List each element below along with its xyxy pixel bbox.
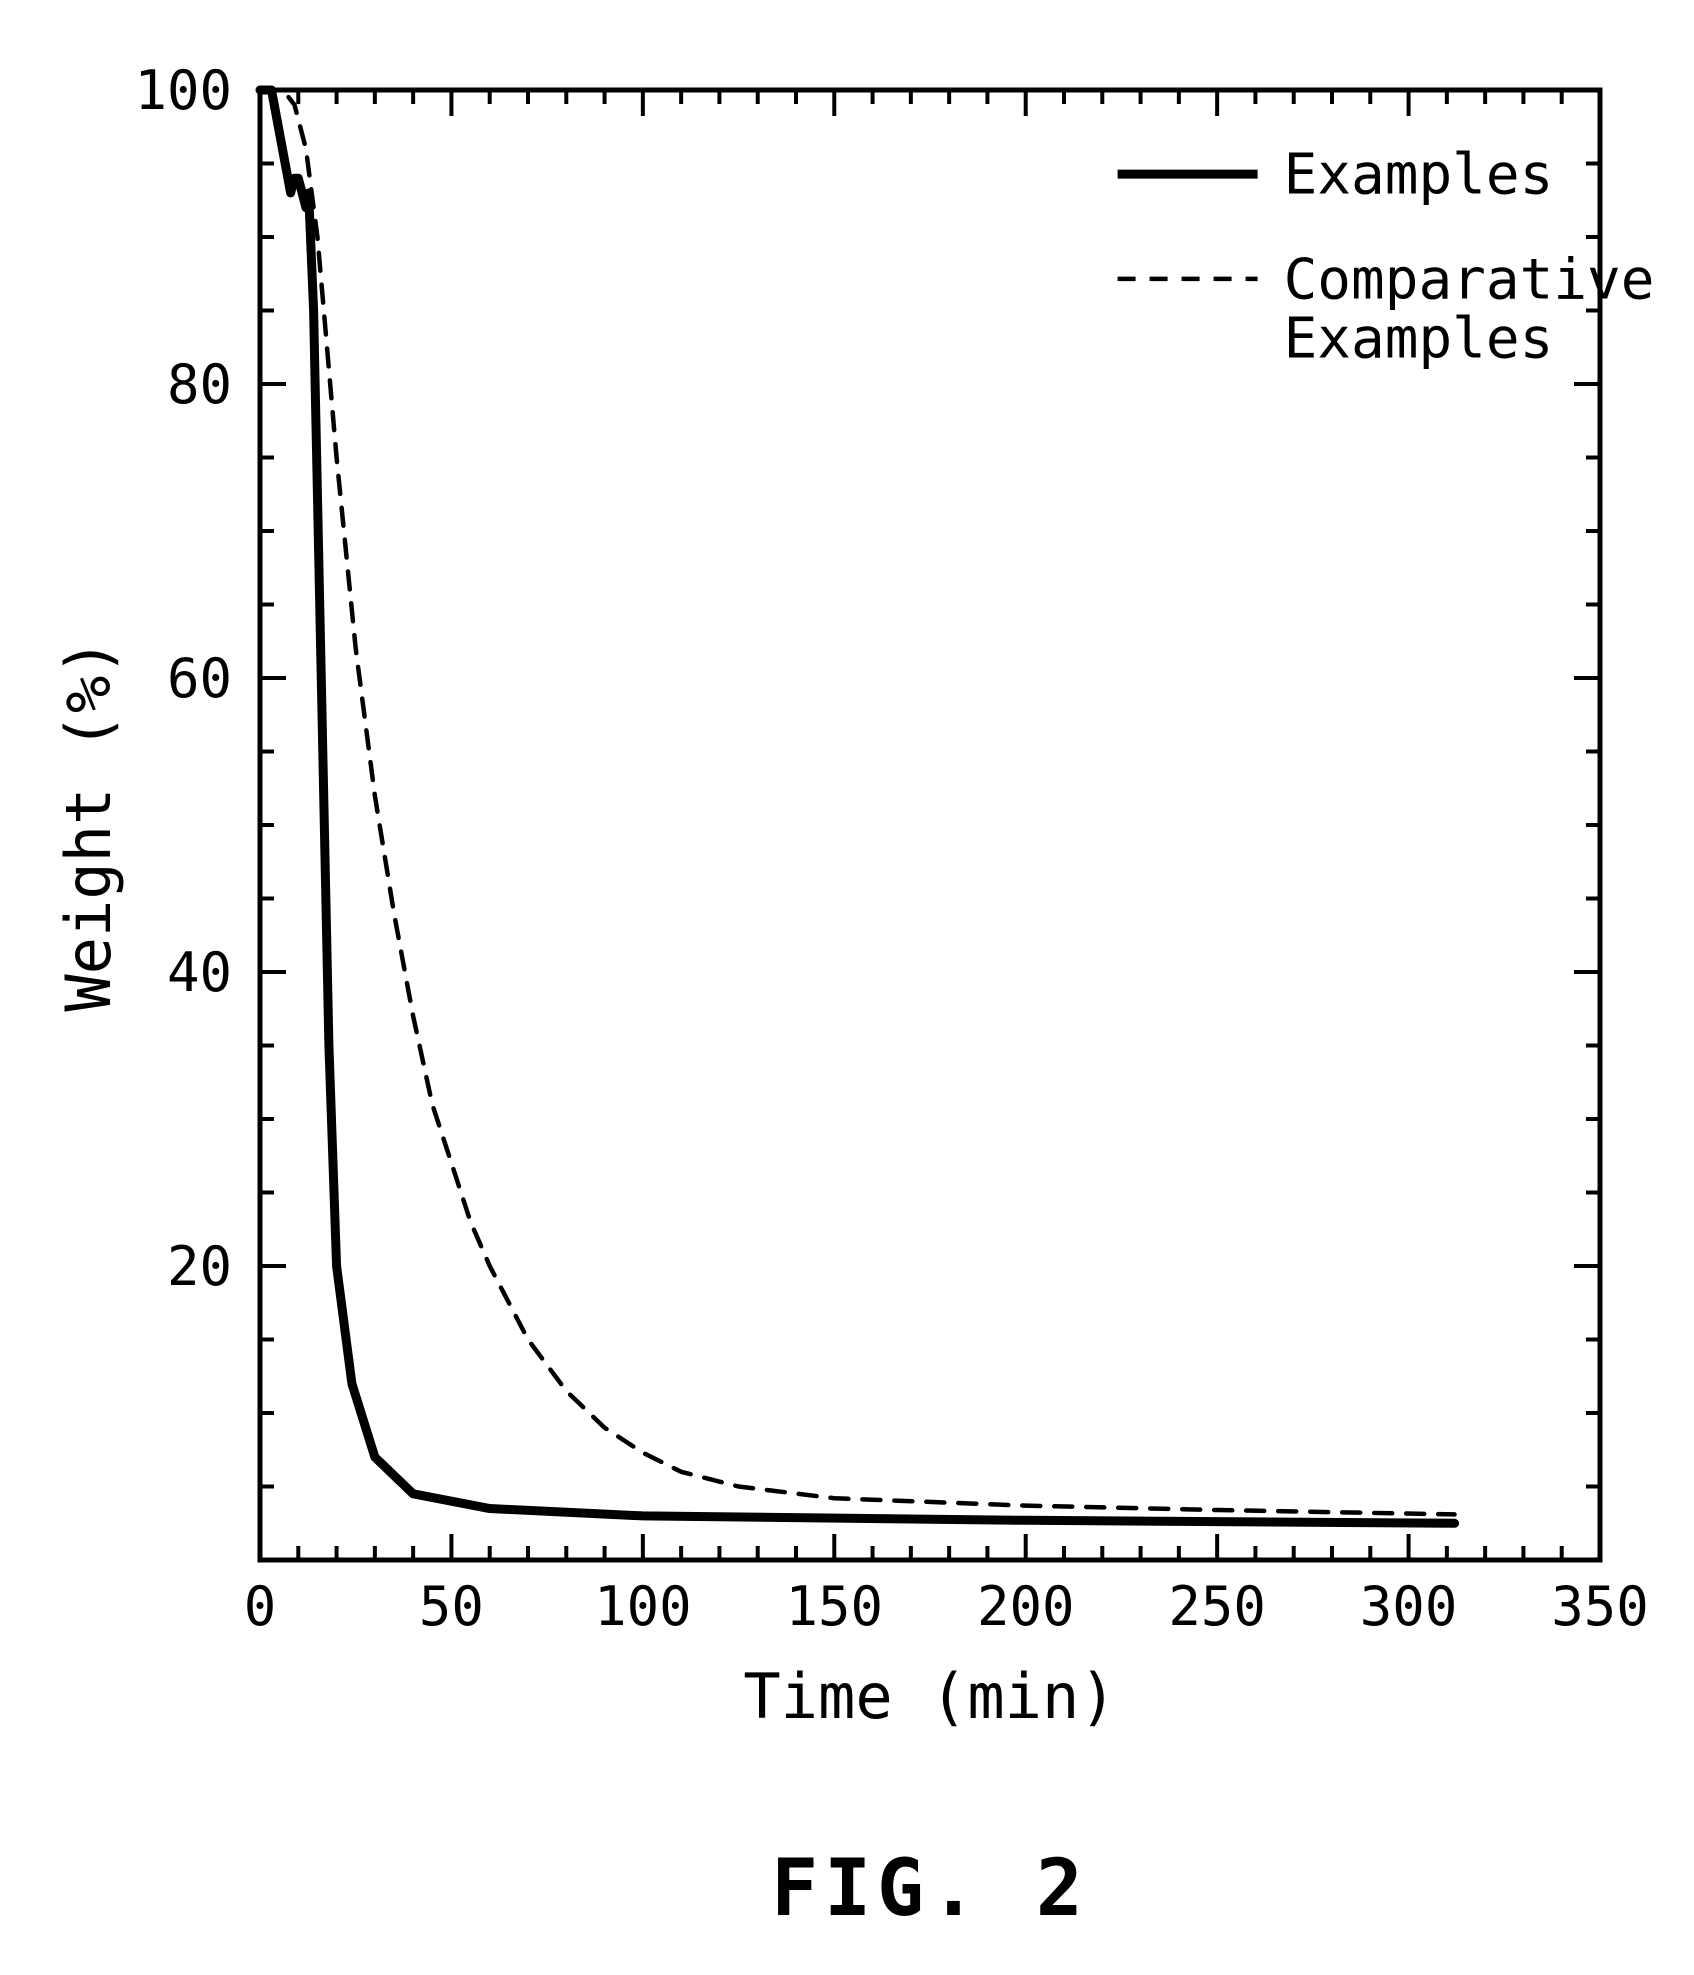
x-tick-label: 300 bbox=[1360, 1575, 1458, 1638]
x-axis-label: Time (min) bbox=[743, 1660, 1116, 1733]
x-tick-label: 100 bbox=[594, 1575, 692, 1638]
x-tick-label: 150 bbox=[786, 1575, 884, 1638]
y-tick-label: 20 bbox=[167, 1235, 232, 1298]
x-tick-label: 50 bbox=[419, 1575, 484, 1638]
x-tick-label: 350 bbox=[1551, 1575, 1649, 1638]
x-tick-label: 200 bbox=[977, 1575, 1075, 1638]
chart-svg: 0 50 100 150 200 250 300 350 20 40 60 80 100 Time (mi… bbox=[0, 0, 1694, 1975]
chart-container: 0 50 100 150 200 250 300 350 20 40 60 80 100 Time (mi… bbox=[0, 0, 1694, 1975]
y-tick-label: 60 bbox=[167, 647, 232, 710]
y-tick-label: 100 bbox=[134, 59, 232, 122]
y-axis-label: Weight (%) bbox=[52, 638, 125, 1011]
legend-label: Comparative bbox=[1284, 248, 1655, 313]
legend-label: Examples bbox=[1284, 306, 1554, 371]
legend-label: Examples bbox=[1284, 143, 1554, 208]
x-tick-label: 250 bbox=[1168, 1575, 1266, 1638]
figure-caption: FIG. 2 bbox=[771, 1844, 1089, 1934]
y-tick-label: 40 bbox=[167, 941, 232, 1004]
x-tick-label: 0 bbox=[244, 1575, 277, 1638]
y-tick-label: 80 bbox=[167, 353, 232, 416]
